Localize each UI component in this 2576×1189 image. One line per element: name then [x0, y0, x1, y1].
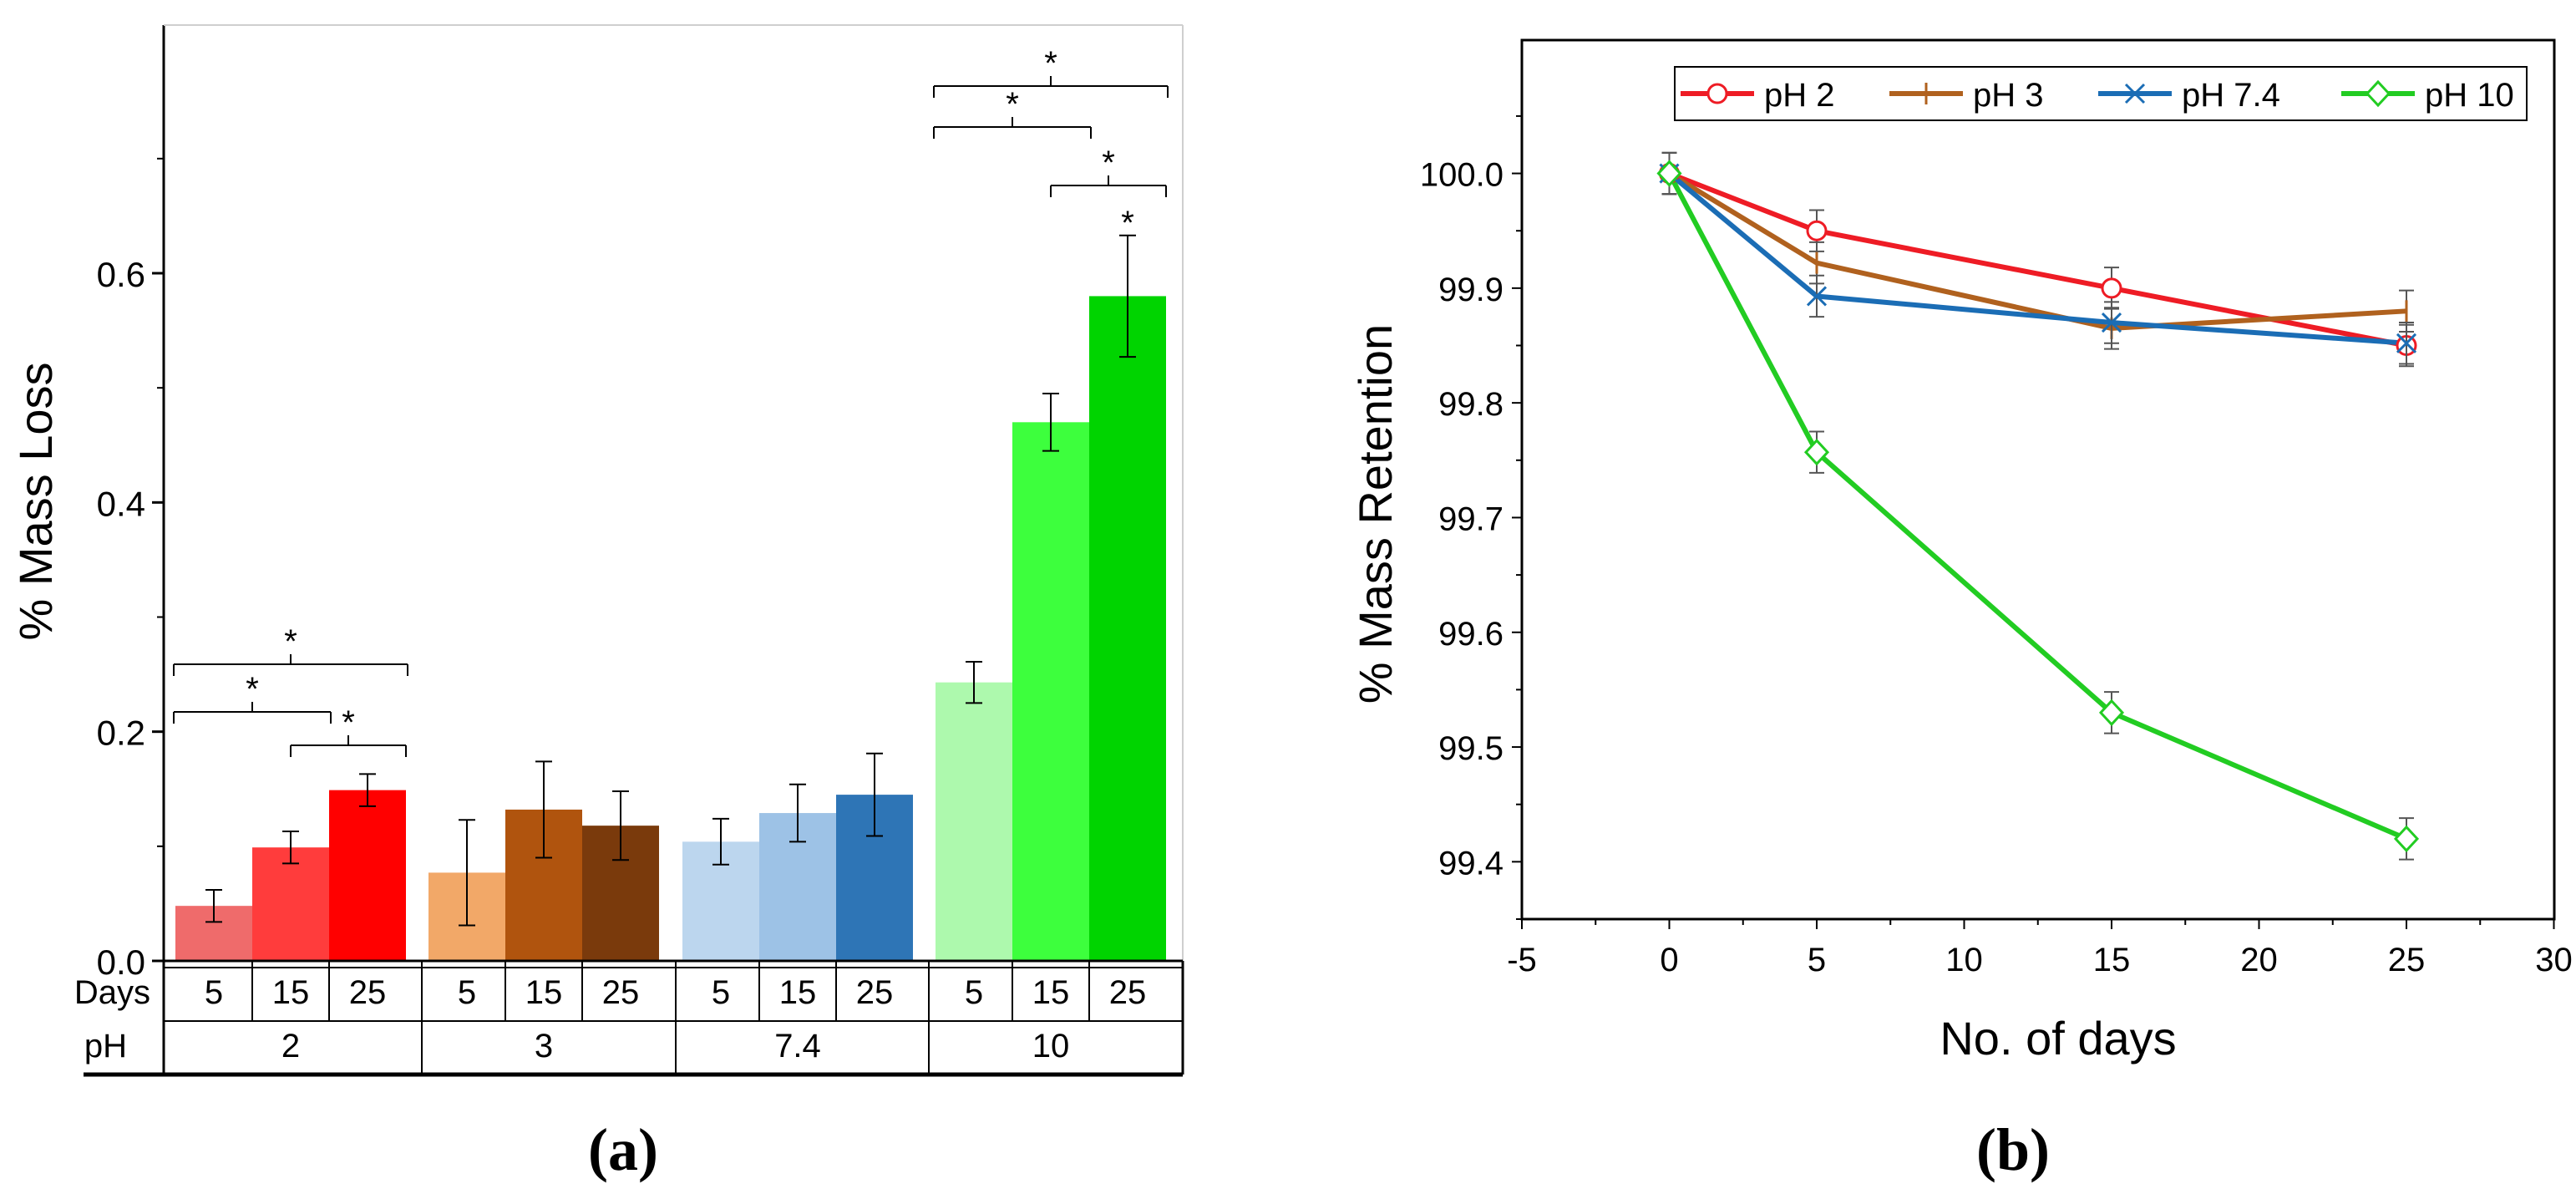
data-point-pH-2	[2101, 277, 2122, 299]
y-tick-label-b: 99.8	[1438, 386, 1504, 423]
day-label: 5	[205, 974, 223, 1011]
x-axis-label-b: No. of days	[1940, 1012, 2176, 1065]
panel-label-b: (b)	[1976, 1116, 2050, 1183]
bar-ph10-day25	[1089, 296, 1166, 961]
significance-star: *	[342, 704, 355, 741]
series-line-pH-2	[1668, 170, 2407, 348]
day-label: 15	[779, 974, 817, 1011]
legend-marker	[2124, 83, 2146, 104]
x-tick-label-b: 15	[2093, 942, 2131, 978]
x-tick-label-b: 5	[1808, 942, 1826, 978]
day-label: 25	[349, 974, 387, 1011]
legend-marker	[1706, 83, 1728, 104]
y-tick-label-b: 99.7	[1438, 500, 1504, 537]
significance-star: *	[1102, 145, 1115, 181]
data-point-pH-7-4	[1806, 286, 1828, 307]
ph-row-label: pH	[84, 1028, 127, 1065]
x-tick-label-b: 0	[1660, 942, 1678, 978]
significance-star: *	[1044, 45, 1057, 82]
y-tick-label-b: 99.9	[1438, 272, 1504, 308]
ph-label: 2	[281, 1028, 300, 1065]
y-axis-label-a: % Mass Loss	[9, 363, 62, 641]
day-label: 15	[1032, 974, 1070, 1011]
x-tick-label-b: 10	[1945, 942, 1983, 978]
legend-marker	[2365, 79, 2391, 108]
legend-label: pH 2	[1764, 77, 1835, 114]
data-point-pH-7-4	[2396, 333, 2417, 353]
bar-chart-panel-a: % Mass Loss (a) 0.00.20.40.6*******Daysp…	[9, 24, 1184, 1183]
y-tick-label-a: 0.2	[97, 714, 145, 753]
y-tick-label-a: 0.0	[97, 943, 145, 982]
y-axis-label-b: % Mass Retention	[1349, 324, 1402, 704]
day-label: 25	[856, 974, 894, 1011]
day-label: 15	[272, 974, 310, 1011]
y-tick-label-a: 0.6	[97, 255, 145, 294]
y-tick-label-b: 100.0	[1420, 157, 1504, 194]
bar-ph10-day5	[936, 682, 1012, 961]
x-tick-label-b: 20	[2240, 942, 2278, 978]
day-label: 25	[1109, 974, 1147, 1011]
significance-star: *	[246, 671, 259, 708]
day-label: 15	[525, 974, 563, 1011]
legend-label: pH 3	[1973, 77, 2044, 114]
y-tick-label-b: 99.4	[1438, 845, 1504, 882]
day-label: 5	[965, 974, 983, 1011]
days-row-label: Days	[74, 974, 150, 1011]
significance-star: *	[1006, 86, 1019, 123]
ph-label: 7.4	[774, 1028, 821, 1065]
line-chart-panel-b: % Mass Retention No. of days (b) -5 0 5 10 1…	[1349, 38, 2573, 1183]
bar-ph2-day15	[252, 847, 329, 961]
x-tick-label-b: 25	[2388, 942, 2426, 978]
ph-label: 3	[535, 1028, 553, 1065]
x-tick-label-b: -5	[1507, 942, 1537, 978]
y-tick-label-b: 99.6	[1438, 616, 1504, 653]
day-label: 5	[712, 974, 730, 1011]
legend-label: pH 7.4	[2182, 77, 2280, 114]
data-point-pH-10	[2393, 825, 2420, 853]
panel-label-a: (a)	[588, 1116, 658, 1183]
series-line-pH-10	[1666, 172, 2408, 841]
bar-ph2-day25	[329, 790, 406, 961]
day-label: 5	[458, 974, 476, 1011]
data-point-pH-7-4	[2101, 312, 2122, 333]
y-tick-label-a: 0.4	[97, 484, 145, 523]
y-tick-label-b: 99.5	[1438, 730, 1504, 767]
series-line-pH-3	[1667, 170, 2407, 331]
legend-label: pH 10	[2425, 77, 2514, 114]
ph-label: 10	[1032, 1028, 1070, 1065]
data-point-pH-10	[1656, 160, 1682, 187]
data-point-pH-10	[1803, 438, 1830, 466]
legend-b: pH 2 pH 3 pH 7.4 pH 10	[1674, 66, 2528, 121]
series-line-pH-7-4	[1667, 171, 2407, 346]
data-point-pH-10	[2098, 699, 2125, 727]
significance-star: *	[284, 623, 297, 660]
significance-star: *	[1121, 205, 1134, 241]
data-point-pH-2	[1806, 220, 1828, 241]
day-label: 25	[602, 974, 640, 1011]
x-tick-label-b: 30	[2535, 942, 2573, 978]
bar-ph10-day15	[1012, 422, 1089, 962]
